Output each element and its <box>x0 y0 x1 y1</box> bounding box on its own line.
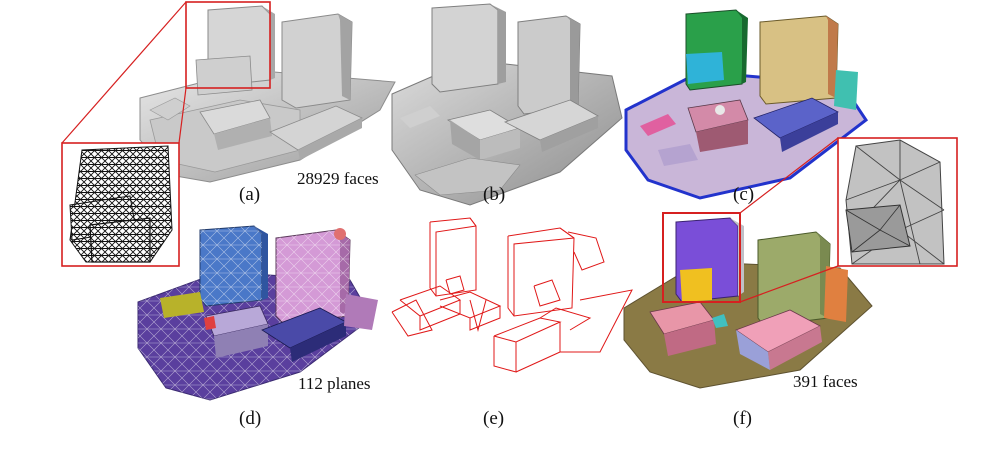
panel-a-inset <box>61 142 180 267</box>
panel-e-caption: (e) <box>483 408 505 429</box>
panel-d-caption: (d) <box>239 408 262 429</box>
panel-d-plane-count: 112 planes <box>298 374 371 393</box>
panel-f-zoom-line <box>739 265 839 303</box>
panel-c <box>624 9 869 200</box>
panel-c-caption: (c) <box>733 184 755 205</box>
panel-f <box>623 137 958 389</box>
panel-f-zoom-line <box>739 137 839 214</box>
panel-a <box>61 1 396 267</box>
panel-a-zoom-line <box>178 87 187 144</box>
panel-f-face-count: 391 faces <box>793 372 858 391</box>
panel-e <box>391 217 633 373</box>
panel-f-highlight-box <box>662 212 741 303</box>
panel-d <box>137 225 378 401</box>
panel-a-face-count: 28929 faces <box>297 169 379 188</box>
panel-a-highlight-box <box>185 1 271 89</box>
panel-f-caption: (f) <box>733 408 752 429</box>
panel-a-caption: (a) <box>239 184 261 205</box>
panel-b <box>391 3 623 206</box>
panel-a-model <box>139 5 396 183</box>
panel-f-inset <box>837 137 958 267</box>
panel-a-zoom-line <box>61 1 187 144</box>
panel-b-caption: (b) <box>483 184 506 205</box>
